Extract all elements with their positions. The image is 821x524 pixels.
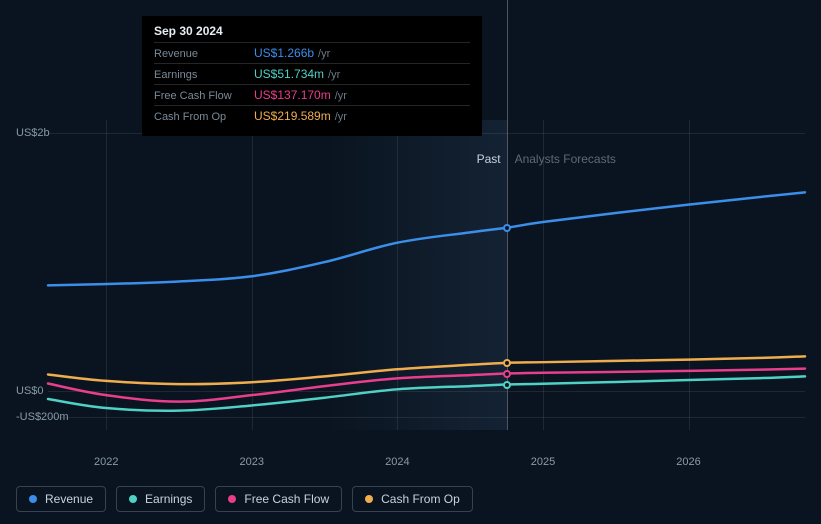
- x-tick-label: 2022: [94, 456, 118, 468]
- financials-chart: US$2bUS$0-US$200m 20222023202420252026 P…: [16, 120, 805, 450]
- chart-lines[interactable]: [48, 120, 805, 430]
- tooltip-metric-suffix: /yr: [335, 90, 347, 102]
- tooltip-metric-label: Revenue: [154, 48, 254, 60]
- tooltip-metric-value: US$1.266b: [254, 46, 314, 60]
- marker-revenue: [503, 224, 511, 232]
- y-tick-label: US$2b: [16, 127, 50, 139]
- forecast-label: Analysts Forecasts: [515, 152, 616, 166]
- legend-swatch: [129, 495, 137, 503]
- past-label: Past: [477, 152, 501, 166]
- tooltip-metric-label: Cash From Op: [154, 111, 254, 123]
- marker-cash_from_op: [503, 359, 511, 367]
- tooltip-metric-value: US$219.589m: [254, 109, 331, 123]
- tooltip-row: Cash From OpUS$219.589m/yr: [154, 105, 470, 126]
- tooltip-row: RevenueUS$1.266b/yr: [154, 42, 470, 63]
- chart-legend: Revenue Earnings Free Cash Flow Cash From O…: [16, 486, 473, 512]
- tooltip-metric-label: Earnings: [154, 69, 254, 81]
- line-free_cash_flow[interactable]: [48, 369, 805, 402]
- line-earnings[interactable]: [48, 376, 805, 410]
- tooltip-metric-label: Free Cash Flow: [154, 90, 254, 102]
- line-revenue[interactable]: [48, 192, 805, 285]
- legend-label: Earnings: [145, 492, 192, 506]
- x-tick-label: 2023: [240, 456, 264, 468]
- tooltip-row: Free Cash FlowUS$137.170m/yr: [154, 84, 470, 105]
- x-tick-label: 2024: [385, 456, 409, 468]
- x-tick-label: 2026: [676, 456, 700, 468]
- legend-label: Cash From Op: [381, 492, 460, 506]
- legend-item-revenue[interactable]: Revenue: [16, 486, 106, 512]
- tooltip-metric-value: US$137.170m: [254, 88, 331, 102]
- tooltip-row: EarningsUS$51.734m/yr: [154, 63, 470, 84]
- marker-earnings: [503, 381, 511, 389]
- legend-label: Revenue: [45, 492, 93, 506]
- legend-swatch: [29, 495, 37, 503]
- legend-item-free-cash-flow[interactable]: Free Cash Flow: [215, 486, 342, 512]
- tooltip-date: Sep 30 2024: [154, 24, 470, 42]
- chart-tooltip: Sep 30 2024 RevenueUS$1.266b/yrEarningsU…: [142, 16, 482, 136]
- tooltip-rows: RevenueUS$1.266b/yrEarningsUS$51.734m/yr…: [154, 42, 470, 126]
- tooltip-metric-value: US$51.734m: [254, 67, 324, 81]
- legend-item-earnings[interactable]: Earnings: [116, 486, 205, 512]
- marker-free_cash_flow: [503, 370, 511, 378]
- legend-swatch: [365, 495, 373, 503]
- legend-item-cash-from-op[interactable]: Cash From Op: [352, 486, 473, 512]
- legend-label: Free Cash Flow: [244, 492, 329, 506]
- tooltip-metric-suffix: /yr: [328, 69, 340, 81]
- tooltip-metric-suffix: /yr: [318, 48, 330, 60]
- legend-swatch: [228, 495, 236, 503]
- y-tick-label: US$0: [16, 385, 44, 397]
- x-tick-label: 2025: [531, 456, 555, 468]
- tooltip-metric-suffix: /yr: [335, 111, 347, 123]
